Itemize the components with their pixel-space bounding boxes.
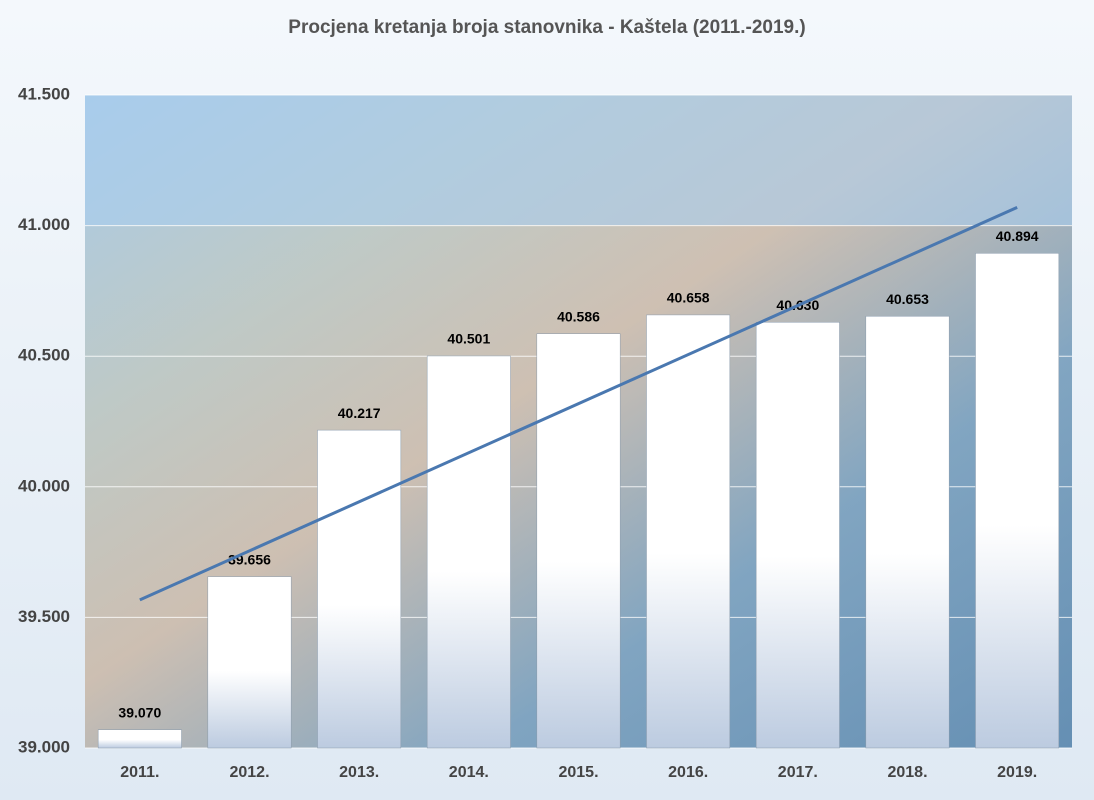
y-tick-label: 40.000 <box>18 476 70 495</box>
x-tick-label: 2016. <box>668 764 708 781</box>
y-tick-label: 41.500 <box>18 84 70 103</box>
y-tick-label: 40.500 <box>18 346 70 365</box>
data-label: 40.658 <box>667 290 710 306</box>
y-tick-label: 39.500 <box>18 607 70 626</box>
data-label: 39.656 <box>228 551 271 567</box>
data-label: 40.653 <box>886 291 929 307</box>
chart-title: Procjena kretanja broja stanovnika - Kaš… <box>288 17 805 38</box>
x-tick-label: 2019. <box>997 764 1037 781</box>
x-tick-label: 2013. <box>339 764 379 781</box>
y-tick-label: 41.000 <box>18 215 70 234</box>
trendline <box>139 206 1018 602</box>
data-label: 40.894 <box>996 228 1039 244</box>
x-tick-label: 2015. <box>558 764 598 781</box>
x-tick-label: 2018. <box>887 764 927 781</box>
x-tick-label: 2011. <box>120 764 159 781</box>
data-label: 39.070 <box>118 704 161 720</box>
y-tick-label: 39.000 <box>18 737 70 756</box>
bar <box>97 729 182 749</box>
bar <box>975 253 1060 749</box>
bar <box>536 333 621 749</box>
bar <box>646 314 731 749</box>
bar <box>207 576 292 749</box>
x-tick-label: 2014. <box>449 764 489 781</box>
data-label: 40.501 <box>447 331 490 347</box>
bar <box>317 429 402 749</box>
x-tick-label: 2017. <box>778 764 818 781</box>
bar <box>755 321 840 749</box>
data-label: 40.586 <box>557 308 600 324</box>
bar <box>865 315 950 749</box>
x-tick-label: 2012. <box>229 764 269 781</box>
bar <box>426 355 511 749</box>
data-label: 40.217 <box>338 405 381 421</box>
sky <box>85 95 1072 225</box>
